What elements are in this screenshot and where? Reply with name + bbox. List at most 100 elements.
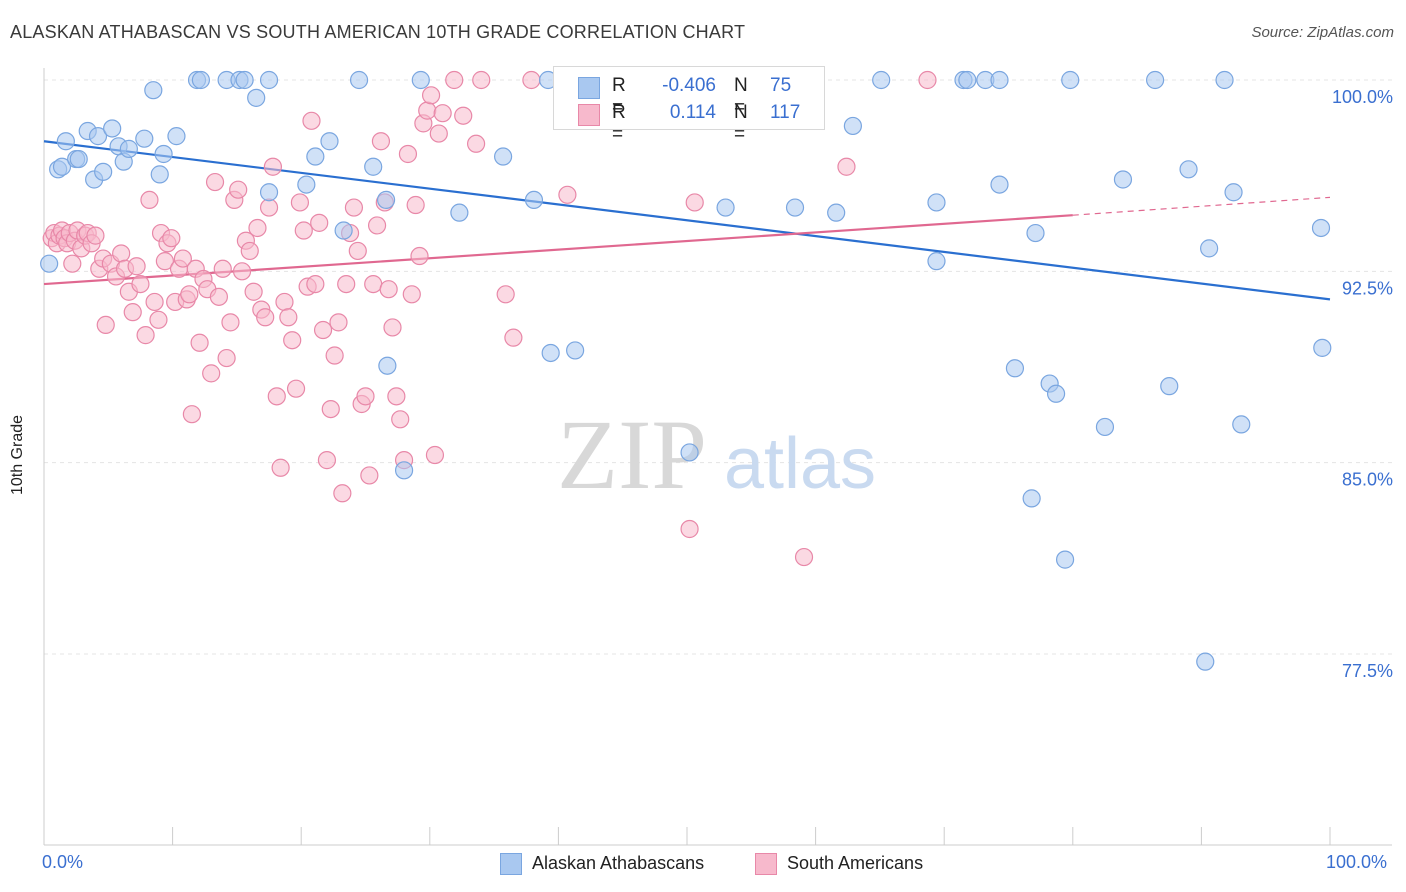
data-point [1046, 384, 1066, 403]
data-point [558, 185, 577, 204]
data-point [267, 387, 286, 406]
data-point [297, 175, 316, 194]
data-point [217, 348, 236, 368]
data-point [1146, 70, 1165, 90]
data-point [271, 458, 290, 477]
data-point [541, 343, 560, 363]
data-point [150, 165, 169, 184]
data-point [320, 132, 339, 151]
data-point [94, 162, 113, 181]
data-point [240, 241, 259, 261]
data-point [145, 292, 164, 312]
r-label: R = [612, 102, 626, 145]
data-point [1224, 183, 1243, 202]
data-point [135, 129, 154, 148]
stats-swatch-athabascan [578, 77, 600, 99]
data-point [123, 303, 142, 322]
data-point [209, 287, 228, 306]
data-point [1311, 218, 1331, 238]
data-point [364, 157, 383, 176]
data-point [387, 387, 406, 406]
data-point [333, 484, 352, 503]
data-point [88, 127, 108, 146]
legend-label: Alaskan Athabascans [532, 853, 705, 873]
data-point [785, 198, 805, 217]
data-point [256, 308, 275, 327]
data-point [52, 157, 72, 176]
data-point [202, 364, 221, 383]
trend-line [43, 140, 1331, 301]
data-point [348, 241, 367, 261]
data-point [213, 259, 232, 278]
data-point [173, 249, 192, 268]
data-point [680, 443, 699, 462]
data-point [418, 101, 437, 120]
data-point [378, 356, 397, 375]
data-point [504, 328, 523, 347]
data-point [1095, 417, 1115, 437]
y-tick-label: 77.5% [1342, 661, 1393, 681]
data-point [1232, 415, 1251, 434]
data-point [294, 221, 313, 240]
data-point [843, 116, 862, 136]
data-point [990, 175, 1009, 194]
data-point [259, 198, 279, 217]
data-point [259, 183, 279, 202]
data-point [402, 285, 421, 304]
data-point [1055, 550, 1075, 569]
data-point [131, 274, 150, 294]
data-point [205, 172, 225, 192]
data-point [334, 221, 353, 240]
data-point [454, 106, 473, 125]
y-tick-label: 85.0% [1342, 470, 1393, 490]
data-point [827, 203, 846, 222]
legend-swatch-athabascans [500, 853, 522, 875]
data-point [247, 88, 266, 107]
data-point [356, 387, 375, 406]
stats-box: R = -0.406 N = 75 R = 0.114 N = 117 [553, 66, 825, 145]
data-point [190, 333, 209, 352]
data-point [155, 252, 174, 271]
data-point [410, 246, 429, 266]
data-point [680, 519, 699, 539]
data-point [927, 193, 946, 212]
data-point [162, 229, 181, 248]
data-point [325, 346, 344, 365]
data-point [421, 86, 441, 105]
axes [43, 68, 1392, 846]
data-point [259, 70, 279, 90]
data-point [140, 190, 159, 210]
data-point [1179, 160, 1198, 179]
data-point [1026, 223, 1045, 243]
r-value: 0.114 [669, 102, 716, 123]
data-point [244, 282, 263, 301]
data-point [445, 70, 464, 90]
data-point [306, 147, 325, 166]
data-point [63, 254, 82, 273]
data-point [221, 313, 240, 332]
data-point [56, 132, 75, 151]
data-point [927, 252, 946, 271]
data-point [235, 70, 254, 90]
data-point [371, 132, 391, 151]
data-point [283, 331, 302, 350]
data-point [376, 190, 396, 210]
data-point [180, 285, 199, 304]
data-point [96, 315, 115, 335]
y-tick-labels: 100.0% 92.5% 85.0% 77.5% [1332, 87, 1393, 681]
data-point [394, 461, 414, 480]
data-point [425, 445, 445, 465]
data-point [958, 70, 977, 90]
legend-swatch-south-americans [755, 853, 777, 875]
data-point [1113, 170, 1133, 189]
data-point [411, 70, 430, 90]
data-point [1005, 359, 1025, 378]
data-point [1196, 652, 1215, 671]
data-point [263, 157, 283, 176]
data-point [522, 70, 541, 90]
data-point [182, 405, 201, 424]
data-point [69, 149, 88, 169]
source-label: Source: ZipAtlas.com [1251, 24, 1394, 41]
data-point [685, 193, 704, 212]
